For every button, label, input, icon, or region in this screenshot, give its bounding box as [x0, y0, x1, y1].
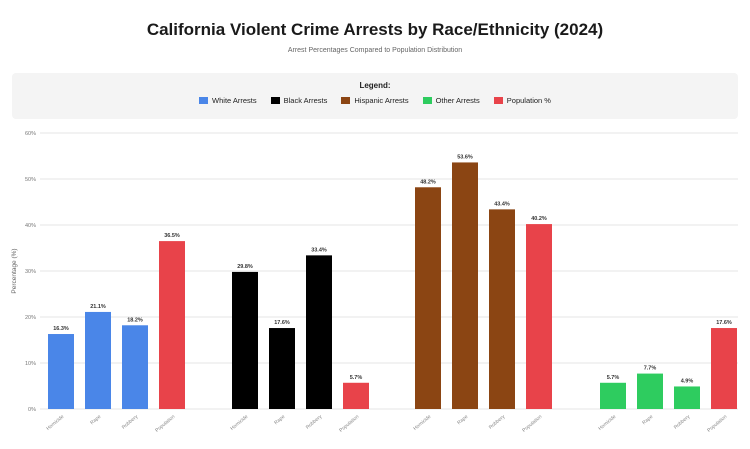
- chart-title: California Violent Crime Arrests by Race…: [146, 20, 604, 39]
- bar: [85, 311, 111, 409]
- legend-label-white: White Arrests: [212, 96, 257, 105]
- legend-swatch-hispanic: [341, 97, 351, 104]
- y-tick-label: 30%: [25, 269, 36, 275]
- bar: [159, 241, 185, 409]
- bar-value-label: 17.6%: [716, 320, 732, 326]
- bar: [637, 373, 663, 409]
- legend-swatch-black: [270, 97, 280, 104]
- bar: [452, 162, 478, 409]
- y-tick-label: 10%: [25, 361, 36, 367]
- legend-swatch-population: [493, 97, 503, 104]
- x-tick-label: Homicide: [45, 414, 65, 432]
- bar-value-label: 16.3%: [53, 326, 69, 332]
- legend-title: Legend:: [359, 81, 391, 90]
- bar-value-label: 53.6%: [457, 154, 473, 160]
- y-tick-label: 50%: [25, 177, 36, 183]
- legend-item-hispanic: Hispanic Arrests: [341, 96, 409, 105]
- bar: [232, 271, 258, 409]
- x-tick-label: Robbery: [121, 414, 140, 431]
- bar: [711, 328, 737, 409]
- y-tick-label: 0%: [28, 407, 36, 413]
- bar: [343, 382, 369, 409]
- bar-value-label: 48.2%: [420, 179, 436, 185]
- bar-value-label: 36.5%: [164, 233, 180, 239]
- legend-label-population: Population %: [506, 96, 551, 105]
- x-tick-label: Population: [706, 414, 728, 434]
- bar: [269, 328, 295, 409]
- legend-swatch-white: [199, 97, 209, 104]
- bar-value-label: 4.9%: [681, 378, 694, 384]
- y-tick-label: 60%: [25, 131, 36, 137]
- x-tick-label: Rape: [89, 414, 102, 426]
- bar: [306, 255, 332, 409]
- legend-item-population: Population %: [493, 96, 551, 105]
- x-tick-label: Homicide: [229, 414, 249, 432]
- y-axis-label: Percentage (%): [11, 248, 18, 293]
- x-tick-label: Population: [521, 414, 543, 434]
- chart-subtitle: Arrest Percentages Compared to Populatio…: [287, 47, 463, 54]
- bar: [526, 224, 552, 409]
- x-tick-label: Rape: [273, 414, 286, 426]
- bar-value-label: 43.4%: [494, 201, 510, 207]
- bar-value-label: 21.1%: [90, 304, 106, 310]
- legend-label-hispanic: Hispanic Arrests: [354, 96, 409, 105]
- bar-value-label: 29.8%: [237, 264, 253, 270]
- legend: Legend: White Arrests Black Arrests Hisp…: [12, 73, 738, 119]
- x-tick-label: Robbery: [305, 414, 324, 431]
- bar-value-label: 18.2%: [127, 317, 143, 323]
- bar-value-label: 17.6%: [274, 320, 290, 326]
- x-tick-label: Rape: [456, 414, 469, 426]
- legend-item-black: Black Arrests: [270, 96, 328, 105]
- legend-item-white: White Arrests: [199, 96, 257, 105]
- x-tick-label: Robbery: [673, 414, 692, 431]
- legend-items: White Arrests Black Arrests Hispanic Arr…: [12, 96, 738, 105]
- bar: [415, 187, 441, 409]
- legend-label-other: Other Arrests: [435, 96, 480, 105]
- bar: [489, 209, 515, 409]
- bar-value-label: 7.7%: [644, 366, 657, 372]
- y-tick-label: 20%: [25, 315, 36, 321]
- y-tick-label: 40%: [25, 223, 36, 229]
- x-tick-label: Robbery: [488, 414, 507, 431]
- bar-value-label: 40.2%: [531, 216, 547, 222]
- x-tick-label: Population: [338, 414, 360, 434]
- bar: [122, 325, 148, 409]
- bar: [48, 334, 74, 409]
- bar-value-label: 33.4%: [311, 247, 327, 253]
- x-tick-label: Homicide: [412, 414, 432, 432]
- bar-value-label: 5.7%: [607, 375, 620, 381]
- legend-label-black: Black Arrests: [283, 96, 328, 105]
- legend-item-other: Other Arrests: [422, 96, 480, 105]
- bar-value-label: 5.7%: [350, 375, 363, 381]
- x-tick-label: Rape: [641, 414, 654, 426]
- legend-swatch-other: [422, 97, 432, 104]
- x-tick-label: Homicide: [597, 414, 617, 432]
- bar: [600, 382, 626, 409]
- bar: [674, 386, 700, 409]
- x-tick-label: Population: [154, 414, 176, 434]
